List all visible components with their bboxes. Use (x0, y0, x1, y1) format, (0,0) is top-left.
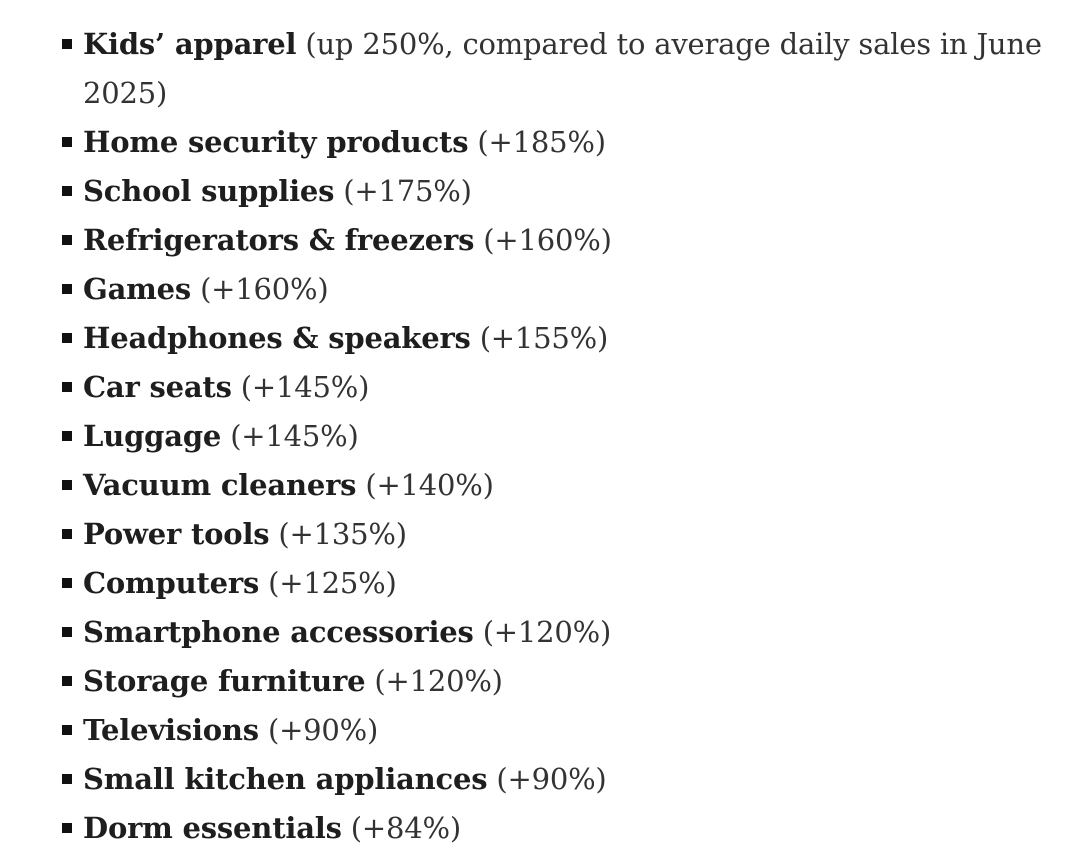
list-item: Games (+160%) (62, 265, 1062, 314)
category-change: (+145%) (230, 419, 358, 453)
list-item: Headphones & speakers (+155%) (62, 314, 1062, 363)
category-name: Smartphone accessories (83, 615, 474, 649)
list-item: Kids’ apparel (up 250%, compared to aver… (62, 20, 1062, 118)
list-item: Smartphone accessories (+120%) (62, 608, 1062, 657)
square-bullet-icon (62, 529, 72, 539)
square-bullet-icon (62, 578, 72, 588)
category-change: (+185%) (477, 125, 605, 159)
square-bullet-icon (62, 284, 72, 294)
list-item: Refrigerators & freezers (+160%) (62, 216, 1062, 265)
category-change: (+90%) (268, 713, 378, 747)
category-name: Luggage (83, 419, 221, 453)
category-name: Games (83, 272, 191, 306)
category-change: (+135%) (278, 517, 406, 551)
category-name: Televisions (83, 713, 259, 747)
list-item: Home security products (+185%) (62, 118, 1062, 167)
category-change: (+145%) (241, 370, 369, 404)
square-bullet-icon (62, 774, 72, 784)
category-name: School supplies (83, 174, 334, 208)
category-name: Refrigerators & freezers (83, 223, 474, 257)
category-name: Car seats (83, 370, 232, 404)
list-item: Vacuum cleaners (+140%) (62, 461, 1062, 510)
list-item: School supplies (+175%) (62, 167, 1062, 216)
category-change: (+160%) (200, 272, 328, 306)
square-bullet-icon (62, 725, 72, 735)
square-bullet-icon (62, 186, 72, 196)
square-bullet-icon (62, 382, 72, 392)
category-name: Vacuum cleaners (83, 468, 356, 502)
category-name: Computers (83, 566, 259, 600)
list-item: Storage furniture (+120%) (62, 657, 1062, 706)
category-change: (+90%) (496, 762, 606, 796)
category-list: Kids’ apparel (up 250%, compared to aver… (62, 20, 1062, 853)
list-item: Computers (+125%) (62, 559, 1062, 608)
square-bullet-icon (62, 480, 72, 490)
category-name: Dorm essentials (83, 811, 342, 845)
square-bullet-icon (62, 137, 72, 147)
list-item: Car seats (+145%) (62, 363, 1062, 412)
category-change: (+120%) (374, 664, 502, 698)
category-change: (+155%) (480, 321, 608, 355)
list-item: Televisions (+90%) (62, 706, 1062, 755)
list-item: Luggage (+145%) (62, 412, 1062, 461)
square-bullet-icon (62, 823, 72, 833)
square-bullet-icon (62, 676, 72, 686)
square-bullet-icon (62, 627, 72, 637)
category-name: Kids’ apparel (83, 27, 296, 61)
category-name: Headphones & speakers (83, 321, 471, 355)
category-change: (+140%) (365, 468, 493, 502)
list-item: Small kitchen appliances (+90%) (62, 755, 1062, 804)
square-bullet-icon (62, 333, 72, 343)
category-name: Storage furniture (83, 664, 365, 698)
category-change: (+120%) (483, 615, 611, 649)
square-bullet-icon (62, 431, 72, 441)
list-item: Dorm essentials (+84%) (62, 804, 1062, 853)
category-name: Home security products (83, 125, 468, 159)
square-bullet-icon (62, 235, 72, 245)
square-bullet-icon (62, 39, 72, 49)
category-change: (+175%) (343, 174, 471, 208)
category-name: Power tools (83, 517, 269, 551)
category-change: (+125%) (268, 566, 396, 600)
category-change: (+84%) (351, 811, 461, 845)
list-item: Power tools (+135%) (62, 510, 1062, 559)
category-name: Small kitchen appliances (83, 762, 487, 796)
category-change: (+160%) (483, 223, 611, 257)
